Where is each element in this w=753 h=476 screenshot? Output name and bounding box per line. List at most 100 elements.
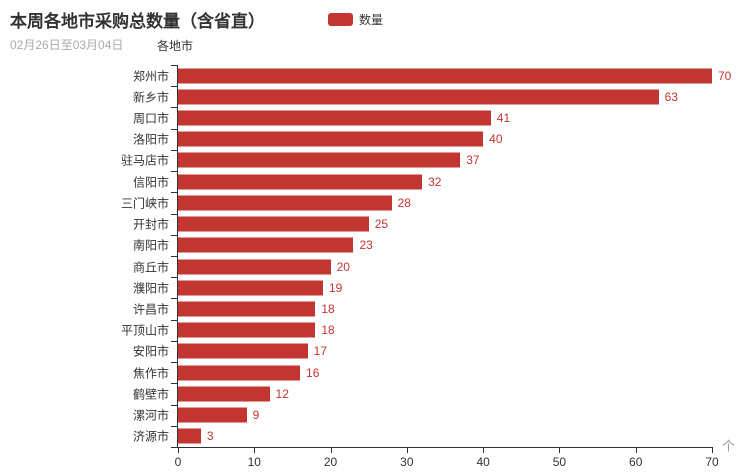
category-label: 商丘市 — [132, 260, 169, 275]
bar[interactable] — [178, 259, 331, 275]
bar[interactable] — [178, 386, 270, 402]
bar-row: 平顶山市 18 — [121, 320, 712, 341]
y-axis-tick — [171, 234, 177, 236]
category-label: 信阳市 — [132, 175, 169, 190]
bar[interactable] — [178, 343, 308, 359]
bar-row: 信阳市 32 — [133, 171, 712, 192]
x-axis-tick — [635, 447, 637, 453]
y-axis-tick — [171, 277, 177, 279]
category-label: 驻马店市 — [120, 153, 169, 168]
bar[interactable] — [178, 110, 491, 126]
y-axis-tick — [171, 340, 177, 342]
y-axis-tick — [171, 362, 177, 364]
bar[interactable] — [178, 216, 369, 232]
category-label: 濮阳市 — [132, 281, 169, 296]
y-axis-tick — [171, 149, 177, 151]
bar[interactable] — [178, 280, 323, 296]
x-axis-tick-label: 0 — [174, 455, 182, 469]
bar-row: 三门峡市 28 — [121, 192, 712, 213]
y-axis-tick — [171, 298, 177, 300]
y-axis-tick — [171, 404, 177, 406]
category-label: 安阳市 — [132, 344, 169, 359]
category-label: 鹤壁市 — [132, 387, 169, 402]
bar[interactable] — [178, 131, 484, 147]
x-axis-tick — [330, 447, 332, 453]
value-label: 23 — [359, 238, 373, 253]
category-label: 焦作市 — [132, 366, 169, 381]
x-axis-tick-label: 40 — [476, 455, 490, 469]
y-axis-tick — [171, 256, 177, 257]
chart-title: 本周各地市采购总数量（含省直） — [10, 12, 265, 31]
value-label: 9 — [252, 408, 260, 423]
y-axis-tick — [171, 171, 177, 173]
category-label: 南阳市 — [132, 238, 169, 253]
bar[interactable] — [178, 428, 201, 444]
value-label: 19 — [328, 280, 343, 295]
bar[interactable] — [178, 174, 423, 190]
category-label: 平顶山市 — [120, 323, 169, 338]
bar-row: 驻马店市 37 — [121, 150, 712, 171]
bar-row: 新乡市 63 — [133, 86, 712, 107]
y-axis-tick — [171, 447, 177, 448]
bar[interactable] — [178, 322, 316, 338]
value-label: 3 — [206, 429, 214, 444]
y-axis-tick — [171, 319, 177, 321]
bar[interactable] — [178, 407, 247, 423]
legend-label: 数量 — [359, 13, 384, 27]
bar-row: 南阳市 23 — [133, 235, 712, 256]
category-label: 开封市 — [132, 217, 169, 232]
bar[interactable] — [178, 89, 659, 105]
value-label: 12 — [275, 386, 289, 401]
bar-row: 洛阳市 40 — [133, 129, 712, 150]
y-axis-tick — [171, 107, 177, 109]
x-axis-tick — [712, 447, 713, 453]
value-label: 37 — [466, 153, 480, 168]
x-axis-tick-label: 20 — [323, 455, 338, 469]
value-label: 20 — [336, 259, 350, 274]
legend-swatch-icon — [328, 13, 353, 26]
x-axis-tick-label: 30 — [400, 455, 414, 469]
x-axis-tick-label: 60 — [629, 455, 643, 469]
value-label: 63 — [664, 89, 678, 104]
y-axis-tick — [171, 425, 177, 427]
y-axis-tick — [171, 65, 177, 66]
category-label: 周口市 — [132, 111, 169, 126]
x-axis-tick — [178, 447, 179, 453]
value-label: 40 — [489, 132, 503, 147]
plot-area: 个 郑州市 70 新乡市 63 周口市 41 洛阳市 40 驻马店市 37 信阳市 32 三门峡市 28 开… — [121, 65, 735, 469]
category-label: 洛阳市 — [132, 132, 169, 147]
value-label: 41 — [496, 111, 511, 126]
value-label: 18 — [321, 323, 335, 338]
x-axis-tick — [483, 447, 485, 453]
category-label: 济源市 — [132, 429, 169, 444]
x-axis-tick — [406, 447, 408, 453]
bar-row: 周口市 41 — [133, 107, 712, 128]
category-label: 新乡市 — [132, 90, 169, 105]
bar[interactable] — [178, 152, 461, 168]
bar[interactable] — [178, 301, 316, 317]
bar[interactable] — [178, 365, 301, 381]
value-label: 28 — [397, 195, 411, 210]
value-label: 32 — [428, 174, 442, 189]
value-axis-unit: 个 — [722, 438, 736, 454]
bar[interactable] — [178, 237, 354, 253]
x-axis-tick-label: 50 — [552, 455, 567, 469]
bar-row: 鹤壁市 12 — [133, 383, 712, 404]
category-label: 许昌市 — [132, 302, 169, 317]
x-axis-tick-label: 10 — [247, 455, 261, 469]
bar[interactable] — [178, 195, 392, 211]
value-label: 16 — [306, 365, 320, 380]
bar-row: 安阳市 17 — [133, 341, 712, 362]
legend-item[interactable]: 数量 — [328, 11, 383, 28]
y-axis-tick — [171, 383, 177, 385]
y-axis-tick — [171, 128, 177, 130]
bar-row: 焦作市 16 — [133, 362, 712, 383]
bar[interactable] — [178, 68, 712, 84]
bar-row: 开封市 25 — [133, 214, 712, 235]
y-axis-tick — [171, 213, 177, 215]
category-axis-name: 各地市 — [156, 39, 194, 53]
category-label: 三门峡市 — [120, 196, 169, 211]
y-axis-tick — [171, 192, 177, 194]
category-label: 漯河市 — [132, 408, 169, 423]
bar-row: 商丘市 20 — [133, 256, 712, 277]
